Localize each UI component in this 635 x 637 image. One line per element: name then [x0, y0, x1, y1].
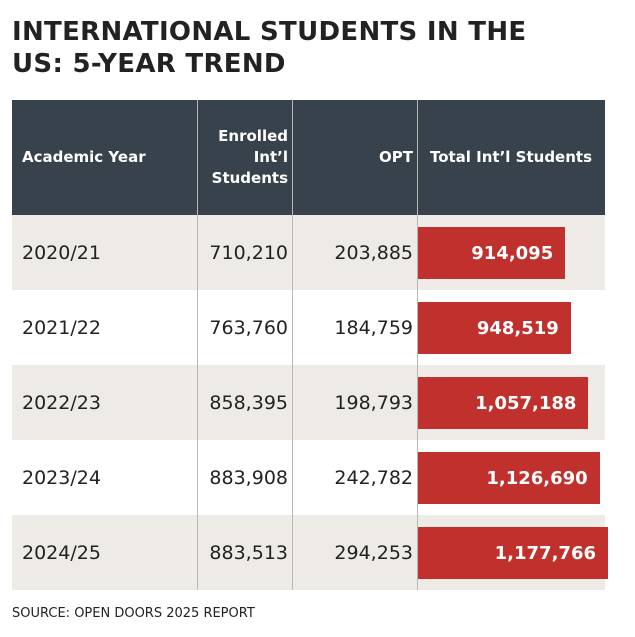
cell: 294,253 [334, 541, 413, 564]
column-header: Enrolled Int’l Students [211, 127, 288, 187]
cell: 2023/24 [22, 466, 101, 489]
column-header: Academic Year [22, 148, 146, 166]
bar [417, 527, 608, 579]
title: INTERNATIONAL STUDENTS IN THE US: 5-YEAR… [12, 17, 527, 79]
bar [417, 227, 566, 279]
column-header: Total Int’l Students [429, 148, 593, 166]
bar-label: 948,519 [476, 317, 559, 339]
bar-label: 1,126,690 [486, 467, 588, 489]
cell: 763,760 [209, 316, 288, 339]
column-divider [292, 100, 293, 590]
column-divider [197, 100, 198, 590]
bar-label: 914,095 [471, 242, 554, 264]
cell: 242,782 [334, 466, 413, 489]
cell: 883,513 [209, 541, 288, 564]
cell: 203,885 [334, 241, 413, 264]
cell: 2024/25 [22, 541, 101, 564]
cell: 2021/22 [22, 316, 101, 339]
cell: 2022/23 [22, 391, 101, 414]
bar-label: 1,177,766 [494, 542, 596, 564]
cell: 883,908 [209, 466, 288, 489]
cell: 2020/21 [22, 241, 101, 264]
column-header: OPT [379, 148, 413, 166]
column-divider [417, 100, 418, 590]
cell: 198,793 [334, 391, 413, 414]
bar-label: 1,057,188 [475, 392, 577, 414]
header-bg [12, 100, 605, 215]
bar [417, 452, 600, 504]
bar [417, 302, 571, 354]
cell: 858,395 [209, 391, 288, 414]
cell: 710,210 [209, 241, 288, 264]
bar [417, 377, 589, 429]
source: SOURCE: OPEN DOORS 2025 REPORT [12, 606, 255, 621]
cell: 184,759 [334, 316, 413, 339]
